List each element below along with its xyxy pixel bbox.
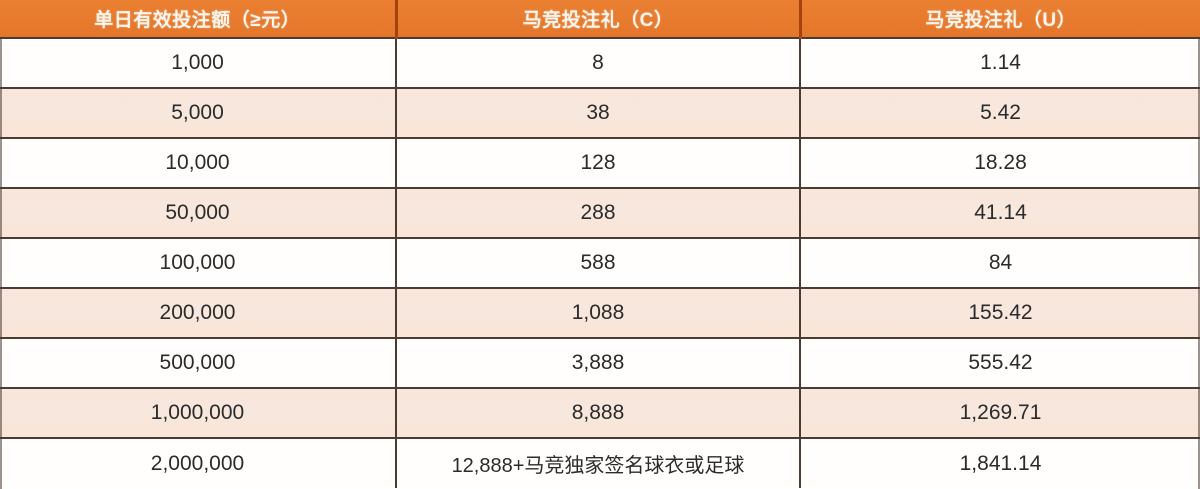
table-header: 单日有效投注额（≥元） 马竞投注礼（C） 马竞投注礼（U）: [0, 0, 1200, 38]
cell-bet-amount: 5,000: [0, 87, 397, 138]
column-header-atletico-bet-gift-c: 马竞投注礼（C）: [396, 0, 802, 38]
cell-bet-amount: 1,000: [0, 37, 397, 88]
cell-gift-u: 41.14: [800, 187, 1200, 238]
cell-bet-amount: 10,000: [0, 137, 397, 188]
cell-gift-c: 588: [396, 237, 801, 288]
table-row: 500,000 3,888 555.42: [0, 337, 1200, 388]
table-left-edge-border: [0, 38, 2, 489]
table-row: 5,000 38 5.42: [0, 87, 1200, 138]
table-body: 1,000 8 1.14 5,000 38 5.42 10,000 128 18…: [0, 37, 1200, 488]
cell-bet-amount: 1,000,000: [0, 387, 397, 438]
cell-gift-u: 5.42: [800, 87, 1200, 138]
cell-bet-amount: 100,000: [0, 237, 397, 288]
table-row: 2,000,000 12,888+马竞独家签名球衣或足球 1,841.14: [0, 437, 1200, 488]
cell-gift-u: 1,269.71: [800, 387, 1200, 438]
cell-gift-u: 18.28: [800, 137, 1200, 188]
table-header-row: 单日有效投注额（≥元） 马竞投注礼（C） 马竞投注礼（U）: [0, 0, 1200, 38]
cell-gift-c: 1,088: [396, 287, 801, 338]
table-row: 1,000 8 1.14: [0, 37, 1200, 88]
cell-gift-u: 155.42: [800, 287, 1200, 338]
cell-gift-c: 8: [396, 37, 801, 88]
column-header-atletico-bet-gift-u: 马竞投注礼（U）: [925, 10, 1077, 31]
column-header-daily-valid-bet-amount: 单日有效投注额（≥元）: [0, 0, 398, 38]
cell-bet-amount: 200,000: [0, 287, 397, 338]
cell-gift-c: 12,888+马竞独家签名球衣或足球: [396, 437, 801, 488]
table-row: 100,000 588 84: [0, 237, 1200, 288]
cell-gift-u: 1,841.14: [800, 437, 1200, 488]
cell-gift-c: 128: [396, 137, 801, 188]
cell-bet-amount: 50,000: [0, 187, 397, 238]
cell-bet-amount: 500,000: [0, 337, 397, 388]
table-row: 200,000 1,088 155.42: [0, 287, 1200, 338]
cell-gift-c: 8,888: [396, 387, 801, 438]
table-row: 50,000 288 41.14: [0, 187, 1200, 238]
table-row: 10,000 128 18.28: [0, 137, 1200, 188]
cell-gift-c: 38: [396, 87, 801, 138]
table-right-edge-border: [1198, 38, 1200, 489]
cell-gift-c: 288: [396, 187, 801, 238]
cell-gift-u: 1.14: [800, 37, 1200, 88]
cell-bet-amount: 2,000,000: [0, 437, 397, 488]
table-row: 1,000,000 8,888 1,269.71: [0, 387, 1200, 438]
cell-gift-c: 3,888: [396, 337, 801, 388]
cell-gift-u: 555.42: [800, 337, 1200, 388]
cell-gift-u: 84: [800, 237, 1200, 288]
